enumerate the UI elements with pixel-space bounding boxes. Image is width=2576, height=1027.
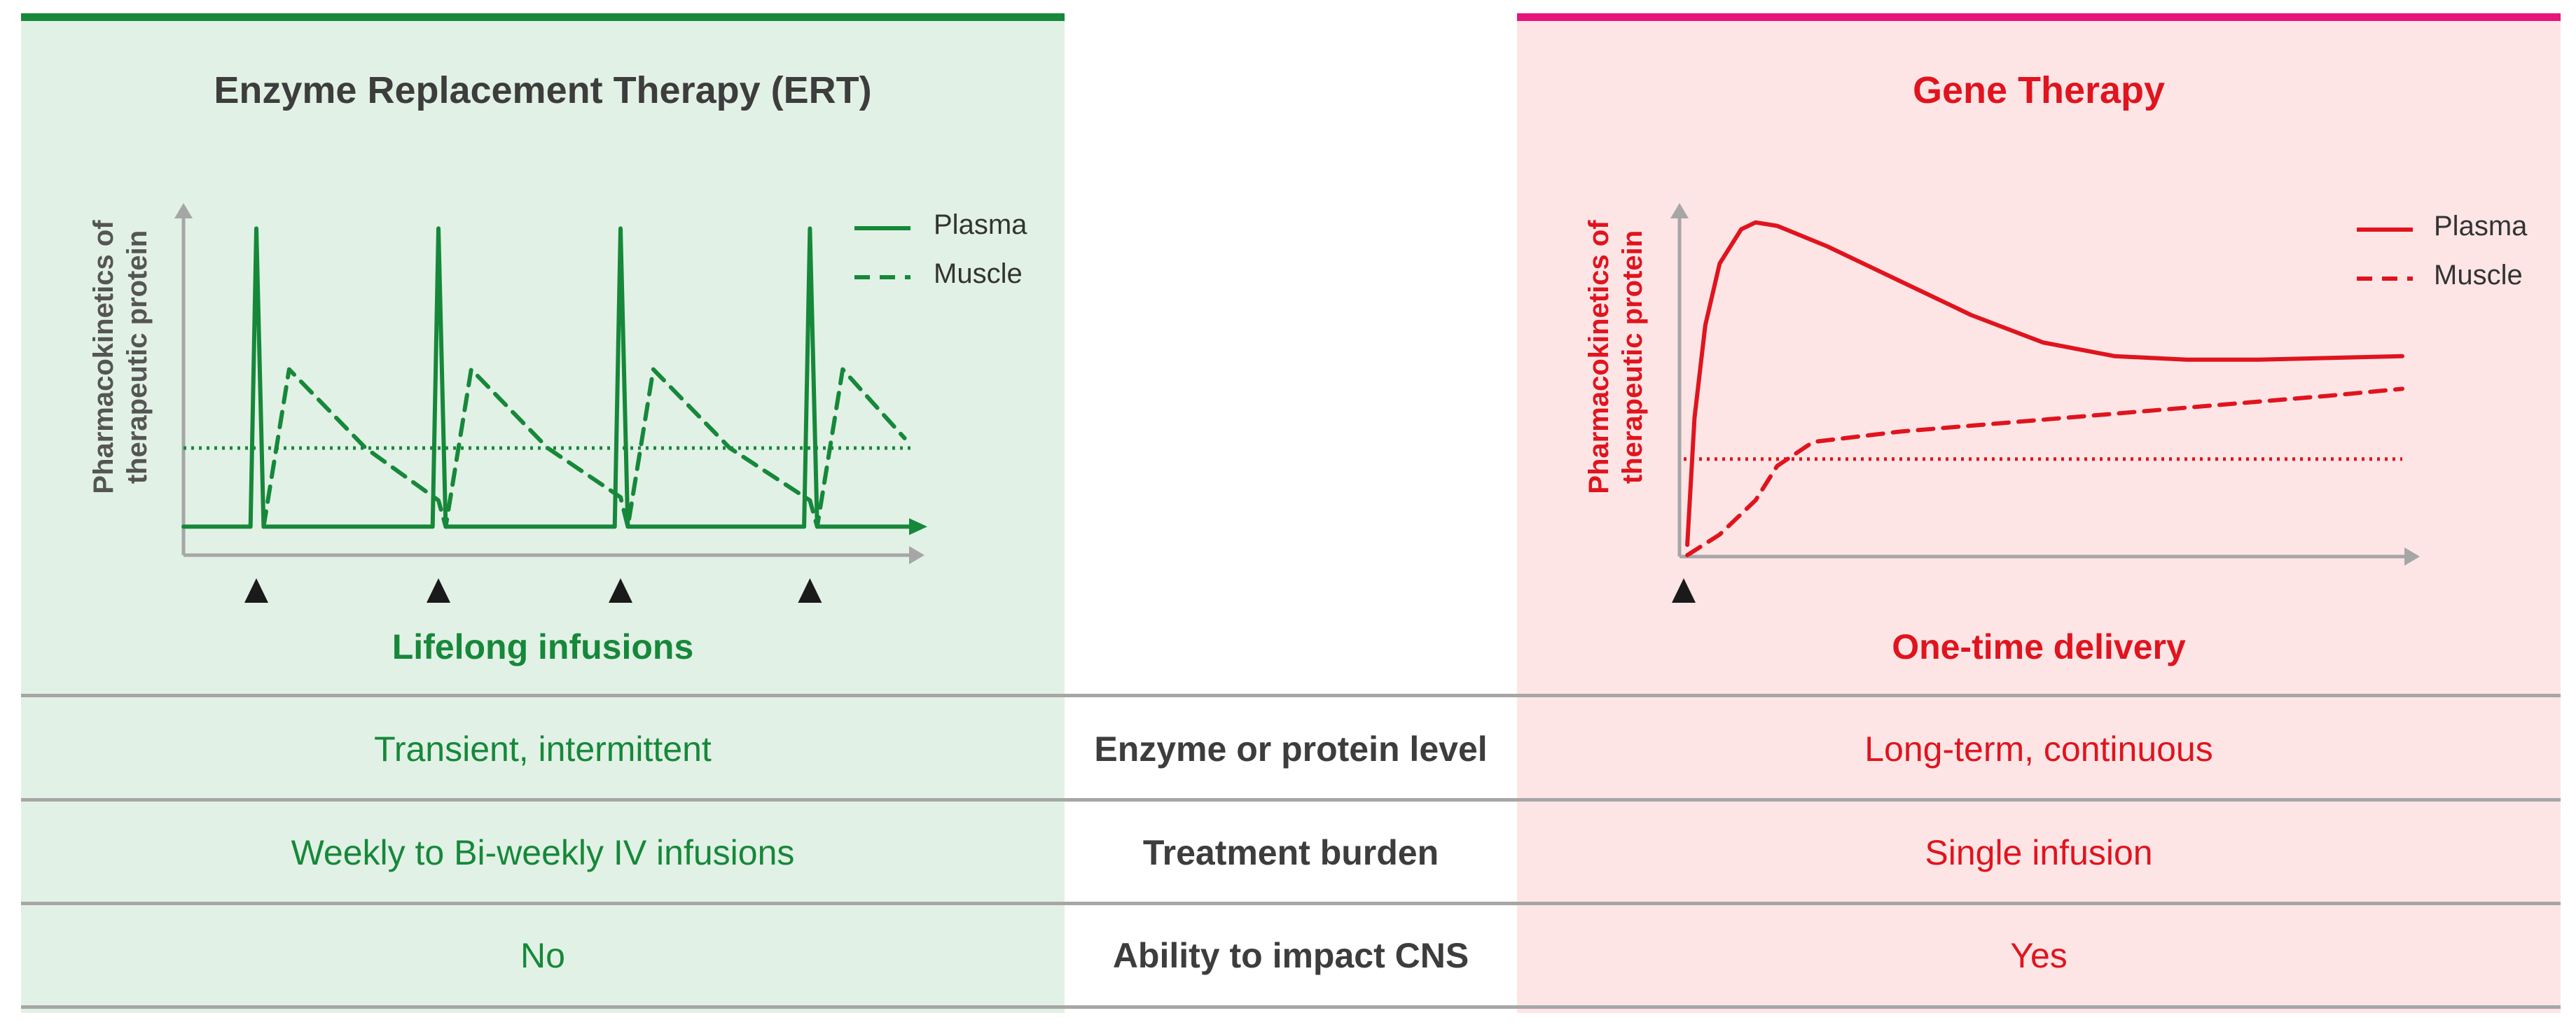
ert-infusion-marker-3 <box>609 578 632 603</box>
ert-infusion-marker-4 <box>798 578 822 603</box>
row-1-gene-therapy-value: Long-term, continuous <box>1864 729 2213 769</box>
row-3-gene-therapy-value: Yes <box>2010 936 2068 975</box>
ert-muscle-series-line <box>261 367 907 529</box>
row-2-gene-therapy-value: Single infusion <box>1925 833 2153 872</box>
table-divider <box>21 798 2561 802</box>
gene-therapy-accent-bar <box>1517 13 2561 21</box>
gene-therapy-muscle-series-line <box>1685 386 2404 557</box>
row-1-ert-value: Transient, intermittent <box>374 729 712 769</box>
gene-therapy-subtitle: One-time delivery <box>1892 627 2186 666</box>
row-1-label: Enzyme or protein level <box>1094 729 1488 769</box>
gene-therapy-y-axis-arrow <box>1670 203 1689 218</box>
ert-accent-bar <box>21 13 1065 21</box>
row-2-label: Treatment burden <box>1142 833 1439 872</box>
gene-therapy-infusion-marker-1 <box>1672 578 1696 603</box>
gene-therapy-legend-plasma-label: Plasma <box>2434 211 2528 242</box>
ert-subtitle: Lifelong infusions <box>392 627 694 666</box>
ert-y-axis-arrow <box>174 203 193 218</box>
gene-therapy-title: Gene Therapy <box>1912 69 2166 111</box>
ert-legend-muscle-label: Muscle <box>934 258 1023 289</box>
gene-therapy-plasma-series-line <box>1685 220 2404 547</box>
ert-infusion-marker-1 <box>244 578 268 603</box>
ert-panel-background <box>21 17 1065 1013</box>
gene-therapy-legend-muscle-label: Muscle <box>2434 260 2523 291</box>
ert-x-axis-arrow <box>909 546 925 564</box>
table-divider <box>21 694 2561 697</box>
row-3-ert-value: No <box>520 936 565 975</box>
ert-infusion-marker-2 <box>427 578 450 603</box>
row-2-ert-value: Weekly to Bi-weekly IV infusions <box>291 833 795 872</box>
gene-therapy-x-axis-arrow <box>2404 547 2420 566</box>
table-divider <box>21 902 2561 905</box>
ert-plasma-baseline-arrow <box>909 518 927 536</box>
ert-legend-plasma-label: Plasma <box>934 209 1027 240</box>
table-divider <box>21 1005 2561 1009</box>
ert-plasma-series-line <box>181 226 914 529</box>
ert-title: Enzyme Replacement Therapy (ERT) <box>214 69 872 111</box>
row-3-label: Ability to impact CNS <box>1112 936 1469 975</box>
